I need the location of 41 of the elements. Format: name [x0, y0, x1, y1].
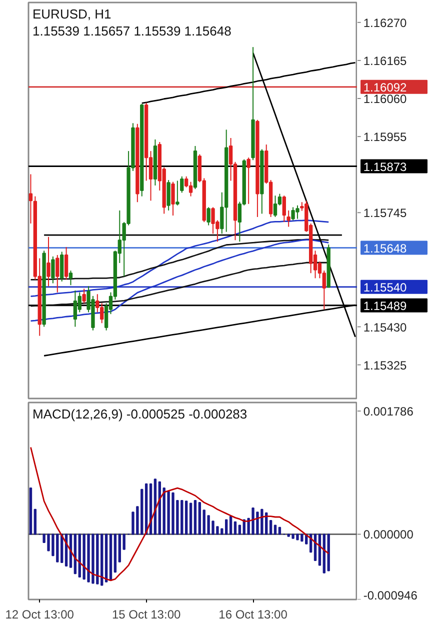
candlestick — [68, 270, 73, 286]
candlestick — [51, 256, 55, 284]
line-series — [30, 238, 330, 280]
candlestick — [188, 181, 193, 197]
y-tick-label: 1.16165 — [363, 54, 408, 68]
y-tick-label: 1.15430 — [363, 320, 408, 334]
y-tick-label: 1.15745 — [363, 206, 408, 220]
candlestick — [56, 254, 60, 293]
candlestick — [82, 288, 86, 304]
x-tick-label: 12 Oct 13:00 — [5, 608, 74, 622]
ref-line-label: 1.16092 — [363, 80, 408, 94]
y-tick-label: 1.15955 — [363, 130, 408, 144]
ref-line-label: 1.15648 — [363, 241, 408, 256]
candlestick — [282, 195, 286, 223]
y-tick-label: 1.16060 — [363, 92, 408, 106]
chart-title: EURUSD, H1 — [32, 6, 112, 22]
text: 1.15539 1.15657 1.15539 1.15648 — [32, 24, 232, 38]
x-tick-label: 16 Oct 13:00 — [218, 608, 288, 622]
ref-line-label: 1.15489 — [363, 298, 408, 313]
candlestick — [273, 195, 278, 218]
candlestick — [246, 157, 250, 204]
y-tick-label: 0.000000 — [363, 528, 414, 542]
candlestick — [46, 236, 50, 287]
y-tick-label: 1.15325 — [363, 358, 408, 372]
candlestick — [171, 181, 175, 216]
candlestick — [286, 210, 290, 228]
candlestick — [206, 206, 210, 226]
candlestick — [28, 174, 33, 224]
candlestick — [60, 251, 64, 282]
candlestick — [166, 180, 170, 211]
x-tick-label: 15 Oct 13:00 — [112, 608, 181, 622]
candlestick — [176, 180, 180, 206]
ref-line-label: 1.15873 — [363, 160, 408, 174]
ref-line-label: 1.15540 — [363, 280, 408, 294]
candlestick — [180, 176, 184, 194]
y-tick-label: -0.000946 — [363, 588, 418, 602]
candlestick — [64, 246, 68, 280]
y-tick-label: 0.001786 — [363, 404, 414, 419]
candlestick — [73, 290, 78, 328]
y-tick-label: 1.16270 — [363, 16, 408, 30]
chart-title: MACD(12,26,9) -0.000525 -0.000283 — [32, 406, 248, 422]
